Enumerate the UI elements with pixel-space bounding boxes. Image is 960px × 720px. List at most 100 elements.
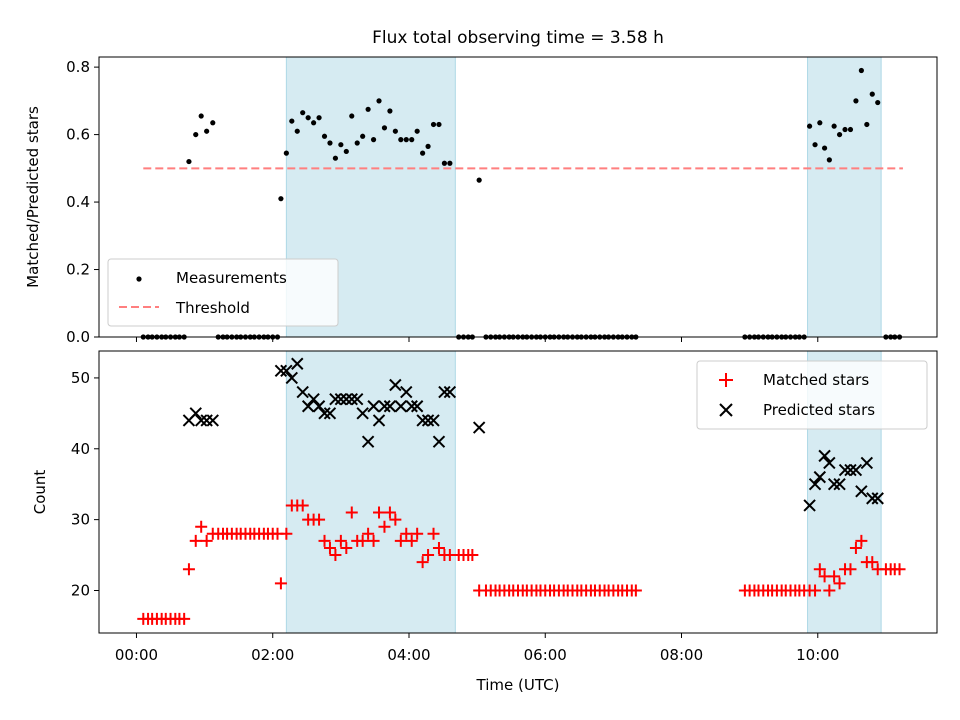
measurement-point [447, 160, 453, 166]
matched-point [334, 534, 347, 547]
bottom-y-axis-label: Count [31, 470, 49, 515]
measurement-point [869, 91, 875, 97]
predicted-point [367, 400, 380, 413]
x-tick-label: 04:00 [387, 646, 430, 664]
measurement-point [858, 67, 864, 74]
measurement-point [354, 140, 360, 146]
top-legend: Measurements Threshold [107, 258, 339, 327]
bottom-legend: Matched stars Predicted stars [696, 360, 928, 430]
top-panel: 0.00.20.40.60.8 Matched/Predicted stars … [24, 56, 938, 346]
predicted-point [818, 449, 831, 463]
x-tick-label: 00:00 [115, 646, 158, 664]
y-tick-label: 40 [71, 440, 90, 458]
matched-point [383, 506, 396, 519]
measurement-point [278, 196, 284, 202]
matched-point [195, 520, 208, 533]
matched-point [178, 612, 191, 625]
measurement-point [365, 106, 371, 112]
predicted-point [427, 414, 440, 427]
measurement-point [847, 126, 854, 133]
predicted-point [274, 364, 288, 378]
predicted-point [356, 407, 369, 420]
predicted-point [323, 407, 337, 420]
predicted-point [383, 400, 397, 413]
matched-point [893, 563, 906, 576]
measurement-point [370, 137, 377, 143]
measurement-point [193, 131, 199, 138]
matched-point [189, 534, 202, 547]
matched-point [432, 541, 445, 554]
y-tick-label: 50 [71, 369, 90, 387]
measurement-point [332, 155, 339, 161]
measurement-point [817, 120, 823, 126]
measurement-point [311, 120, 317, 126]
bottom-axes-frame [98, 350, 938, 634]
predicted-point [285, 371, 299, 385]
predicted-point [813, 470, 827, 484]
predicted-point [340, 392, 353, 406]
top-spans [285, 56, 882, 338]
measurement-point [392, 128, 398, 134]
predicted-point [405, 400, 418, 413]
measurement-point [403, 137, 409, 143]
predicted-point [855, 485, 868, 498]
measurement-point [316, 115, 322, 121]
matched-point [313, 513, 326, 526]
measurement-point [806, 123, 813, 129]
predicted-point [472, 421, 486, 434]
matched-point [329, 549, 342, 562]
predicted-point [189, 407, 202, 420]
measurements-legend-marker [136, 276, 142, 282]
predicted-point [329, 392, 342, 406]
shaded-span [285, 350, 456, 634]
predicted-point [410, 400, 424, 413]
predicted-point [307, 392, 320, 406]
measurements-legend-label: Measurements [176, 269, 287, 287]
predicted-point [808, 477, 822, 491]
measurement-point [853, 98, 859, 104]
matched-point [200, 534, 213, 547]
predicted-point [351, 392, 364, 406]
measurement-point [436, 121, 442, 128]
matched-point [296, 499, 309, 512]
predicted-point [860, 456, 874, 470]
top-y-axis-label: Matched/Predicted stars [24, 106, 42, 288]
predicted-point [280, 364, 293, 378]
measurement-point [387, 108, 393, 114]
matched-point [362, 527, 375, 540]
x-axis-label: Time (UTC) [476, 676, 560, 694]
top-yticks: 0.0 0.2 0.4 0.6 0.8 [66, 58, 99, 346]
measurement-point [198, 113, 204, 119]
measurement-point [289, 118, 295, 124]
measurement-point [441, 160, 448, 166]
measurement-point [327, 140, 333, 146]
measurement-point [831, 123, 837, 129]
bottom-legend-box [696, 360, 928, 430]
matched-point [813, 563, 826, 576]
predicted-point [291, 357, 304, 370]
top-axes-frame [98, 56, 938, 338]
measurement-point [338, 142, 344, 148]
predicted-point [849, 463, 863, 477]
predicted-point [296, 385, 309, 399]
measurement-point [875, 99, 881, 106]
threshold-legend-label: Threshold [175, 299, 250, 317]
matched-point [378, 520, 391, 533]
predicted-point [866, 492, 879, 505]
measurement-point [204, 128, 210, 134]
x-tick-label: 10:00 [796, 646, 839, 664]
matched-point [866, 556, 879, 569]
matched-point [823, 584, 836, 597]
x-tick-label: 02:00 [251, 646, 294, 664]
matched-point [828, 570, 841, 583]
measurement-point [425, 143, 431, 149]
predicted-point [871, 492, 884, 505]
predicted-point [416, 414, 429, 427]
predicted-point [312, 400, 326, 413]
matched-point [274, 577, 287, 590]
predicted-point [200, 414, 213, 427]
measurement-point [398, 137, 404, 143]
bottom-xticks: 00:00 02:00 04:00 06:00 08:00 10:00 [115, 633, 839, 664]
